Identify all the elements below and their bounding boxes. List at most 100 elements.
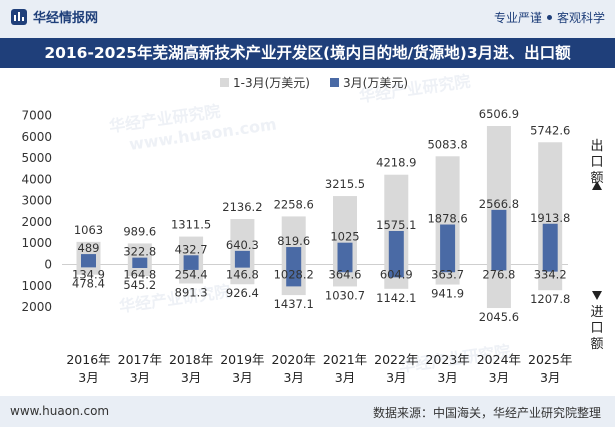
data-label-q1-export: 4218.9 xyxy=(376,156,416,170)
x-tick-label-year: 2017年 xyxy=(118,352,162,367)
export-axis-label-char: 口 xyxy=(590,155,603,170)
bar-mar-import xyxy=(491,264,507,271)
x-tick-label-month: 3月 xyxy=(232,370,252,385)
bar-mar-import xyxy=(337,264,353,273)
data-label-q1-export: 5083.8 xyxy=(427,137,467,151)
bar-mar-export xyxy=(440,224,456,265)
x-tick-label-month: 3月 xyxy=(437,370,457,385)
data-label-q1-export: 989.6 xyxy=(123,224,156,238)
data-label-mar-import: 164.8 xyxy=(123,268,156,282)
data-label-mar-import: 364.6 xyxy=(329,268,362,282)
legend-swatch-q1 xyxy=(220,78,229,87)
data-label-q1-import: 891.3 xyxy=(175,285,208,299)
bar-mar-export xyxy=(542,223,558,265)
data-label-q1-export: 5742.6 xyxy=(530,123,570,137)
x-tick-label-month: 3月 xyxy=(489,370,509,385)
x-tick-label-month: 3月 xyxy=(283,370,303,385)
data-label-mar-import: 276.8 xyxy=(482,268,515,282)
bar-q1-import xyxy=(486,264,511,309)
data-label-q1-import: 1030.7 xyxy=(325,288,365,302)
legend-label-q1: 1-3月(万美元) xyxy=(233,76,310,90)
x-tick-label-year: 2018年 xyxy=(169,352,213,367)
bar-mar-export xyxy=(388,230,404,265)
data-label-mar-import: 134.9 xyxy=(72,268,105,282)
data-label-q1-import: 478.4 xyxy=(72,277,105,291)
bullet-icon xyxy=(546,15,552,20)
data-label-mar-export: 640.3 xyxy=(226,238,259,252)
data-label-mar-export: 2566.8 xyxy=(479,197,519,211)
import-axis-label-char: 口 xyxy=(590,321,603,336)
export-axis-label-char: 额 xyxy=(590,171,603,186)
legend-swatch-mar xyxy=(330,78,339,87)
x-tick-label-year: 2019年 xyxy=(220,352,264,367)
bar-mar-import xyxy=(81,264,96,268)
data-label-mar-export: 1575.1 xyxy=(376,218,416,232)
data-label-q1-import: 926.4 xyxy=(226,286,259,300)
bar-mar-export xyxy=(491,209,507,265)
y-tick-label: 0 xyxy=(44,258,52,272)
y-tick-label: 5000 xyxy=(21,151,52,165)
y-tick-label: 7000 xyxy=(21,109,52,123)
data-label-mar-import: 604.9 xyxy=(380,268,413,282)
data-label-mar-export: 432.7 xyxy=(175,242,208,256)
y-tick-label: 1000 xyxy=(21,236,52,250)
data-source: 数据来源：中国海关，华经产业研究院整理 xyxy=(372,406,601,420)
footer: www.huaon.com 数据来源：中国海关，华经产业研究院整理 xyxy=(0,396,615,427)
import-axis-label-char: 进 xyxy=(590,305,603,320)
data-label-q1-export: 1063 xyxy=(74,223,103,237)
data-label-q1-import: 1437.1 xyxy=(274,297,314,311)
website-link[interactable]: www.huaon.com xyxy=(10,404,110,418)
bar-mar-import xyxy=(132,264,148,269)
x-tick-label-month: 3月 xyxy=(181,370,201,385)
x-tick-label-month: 3月 xyxy=(130,370,150,385)
chart-title: 2016-2025年芜湖高新技术产业开发区(境内目的地/货源地)3月进、出口额 xyxy=(0,38,615,68)
bar-mar-export xyxy=(183,255,199,265)
bar-mar-import xyxy=(440,264,456,273)
data-label-q1-export: 2258.6 xyxy=(274,197,314,211)
y-tick-label: 3000 xyxy=(21,194,52,208)
x-tick-label-month: 3月 xyxy=(78,370,98,385)
data-label-mar-import: 146.8 xyxy=(226,268,259,282)
top-bar: 华经情报网 专业严谨 客观科学 xyxy=(0,0,615,38)
up-arrow-icon xyxy=(592,181,602,190)
tagline-right: 客观科学 xyxy=(556,11,605,25)
x-tick-label-year: 2023年 xyxy=(425,352,469,367)
data-label-q1-import: 941.9 xyxy=(431,287,464,301)
data-label-q1-import: 1207.8 xyxy=(530,292,570,306)
data-label-mar-export: 322.8 xyxy=(123,245,156,259)
data-label-mar-import: 334.2 xyxy=(534,268,567,282)
data-label-mar-export: 819.6 xyxy=(277,234,310,248)
x-tick-label-year: 2025年 xyxy=(528,352,572,367)
bar-q1-import xyxy=(230,264,255,285)
bar-q1-import xyxy=(127,264,152,277)
data-label-mar-import: 1028.2 xyxy=(274,268,314,282)
data-label-q1-import: 2045.6 xyxy=(479,310,519,324)
x-tick-label-year: 2020年 xyxy=(272,352,316,367)
brand[interactable]: 华经情报网 xyxy=(10,7,98,26)
data-label-mar-export: 1878.6 xyxy=(427,212,467,226)
export-axis-label-char: 出 xyxy=(590,139,603,154)
x-tick-label-year: 2022年 xyxy=(374,352,418,367)
bar-mar-import xyxy=(542,264,558,272)
y-tick-label: 2000 xyxy=(21,300,52,314)
x-tick-label-year: 2021年 xyxy=(323,352,367,367)
x-tick-label-month: 3月 xyxy=(540,370,560,385)
import-axis-label-char: 额 xyxy=(590,337,603,352)
data-label-mar-export: 1025 xyxy=(330,230,359,244)
data-label-q1-import: 545.2 xyxy=(123,278,156,292)
x-tick-label-year: 2016年 xyxy=(66,352,110,367)
brand-name: 华经情报网 xyxy=(33,11,99,26)
data-label-q1-export: 6506.9 xyxy=(479,107,519,121)
data-label-mar-import: 254.4 xyxy=(175,268,208,282)
data-label-q1-export: 1311.5 xyxy=(171,218,211,232)
bar-mar-export xyxy=(81,254,96,265)
bar-q1-import xyxy=(76,264,101,275)
x-tick-label-year: 2024年 xyxy=(477,352,521,367)
bar-mar-export xyxy=(234,250,250,265)
tagline: 专业严谨 客观科学 xyxy=(494,9,605,26)
y-tick-label: 1000 xyxy=(21,279,52,293)
y-tick-label: 6000 xyxy=(21,130,52,144)
data-label-mar-import: 363.7 xyxy=(431,268,464,282)
y-tick-label: 4000 xyxy=(21,172,52,186)
